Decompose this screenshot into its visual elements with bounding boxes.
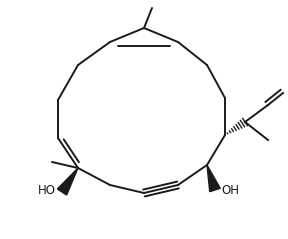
Polygon shape [207, 165, 220, 192]
Polygon shape [57, 168, 78, 195]
Text: OH: OH [221, 185, 239, 197]
Text: HO: HO [38, 184, 56, 196]
